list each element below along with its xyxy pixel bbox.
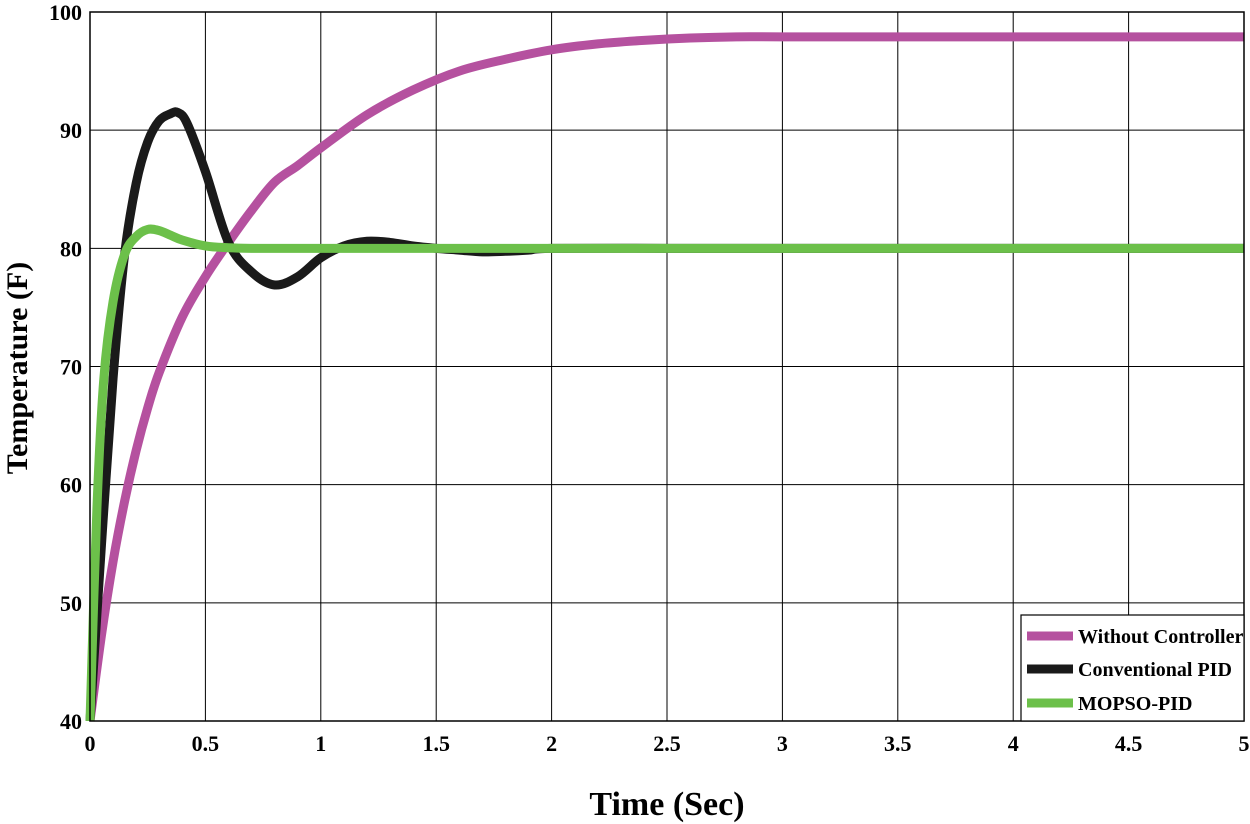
x-tick-label: 0 <box>85 731 96 756</box>
y-tick-label: 60 <box>60 473 82 498</box>
y-tick-label: 80 <box>60 236 82 261</box>
y-tick-label: 50 <box>60 591 82 616</box>
y-tick-label: 40 <box>60 709 82 734</box>
y-tick-label: 100 <box>49 0 82 25</box>
x-tick-label: 2.5 <box>653 731 681 756</box>
legend-label-without-controller: Without Controller <box>1078 626 1243 648</box>
plot-frame <box>89 11 1245 722</box>
tick-labels: 0 0.5 1 1.5 2 2.5 3 3.5 4 4.5 5 40 50 60 70 80 90 100 <box>49 0 1250 756</box>
x-tick-label: 0.5 <box>192 731 220 756</box>
y-axis-title: Temperature (F) <box>1 262 34 474</box>
x-tick-label: 1 <box>315 731 326 756</box>
y-tick-label: 70 <box>60 355 82 380</box>
series-line-mopso-pid <box>85 224 1244 722</box>
y-tick-label: 90 <box>60 118 82 143</box>
legend: Without Controller Conventional PID MOPS… <box>1020 614 1245 722</box>
legend-label-conventional-pid: Conventional PID <box>1078 659 1232 681</box>
x-tick-label: 1.5 <box>422 731 450 756</box>
series-lines <box>85 32 1244 722</box>
x-tick-label: 4.5 <box>1115 731 1143 756</box>
x-tick-label: 3 <box>777 731 788 756</box>
x-tick-label: 5 <box>1239 731 1250 756</box>
x-tick-label: 3.5 <box>884 731 912 756</box>
x-tick-label: 4 <box>1008 731 1019 756</box>
x-tick-label: 2 <box>546 731 557 756</box>
x-axis-title: Time (Sec) <box>589 786 744 823</box>
legend-label-mopso-pid: MOPSO-PID <box>1078 693 1192 715</box>
series-line-without-controller <box>85 32 1244 722</box>
